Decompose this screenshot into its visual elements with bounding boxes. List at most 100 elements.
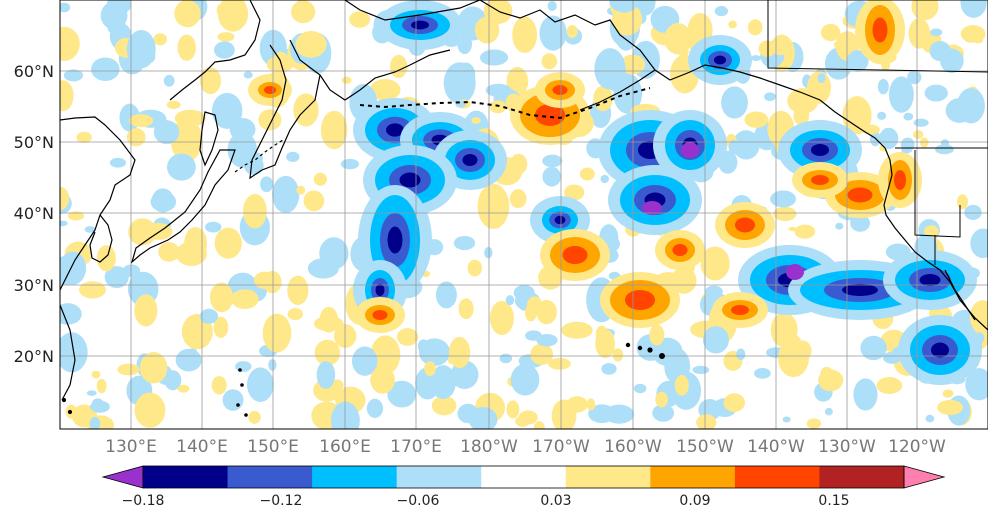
negative-speckle <box>89 416 101 429</box>
strong-negative-anomaly <box>554 215 566 225</box>
positive-speckle <box>295 30 327 58</box>
positive-speckle <box>199 67 222 95</box>
negative-speckle <box>211 92 243 129</box>
negative-speckle <box>877 78 889 95</box>
positive-speckle <box>96 245 116 272</box>
colorbar-segment <box>481 466 567 488</box>
lon-label-160w: 160°W <box>604 437 662 457</box>
colorbar-segment <box>312 466 398 488</box>
lon-label-120w: 120°W <box>888 437 946 457</box>
positive-speckle <box>723 393 746 413</box>
lon-label-180w: 180°W <box>460 437 518 457</box>
korea-coast <box>89 214 113 263</box>
positive-speckle <box>126 128 146 147</box>
positive-speckle <box>78 281 106 299</box>
positive-speckle <box>541 53 558 70</box>
positive-speckle <box>177 384 190 393</box>
positive-speckle <box>579 167 595 181</box>
negative-speckle <box>960 0 987 18</box>
negative-speckle <box>60 2 71 13</box>
positive-speckle <box>820 366 833 381</box>
positive-speckle <box>696 414 717 429</box>
extreme-negative-anomaly <box>786 264 804 280</box>
positive-speckle <box>655 391 669 408</box>
colorbar-label-neg006: −0.06 <box>397 493 440 509</box>
positive-speckle <box>313 316 344 332</box>
positive-speckle <box>566 396 588 413</box>
extreme-negative-anomaly <box>642 201 662 215</box>
positive-speckle <box>820 23 841 42</box>
negative-speckle <box>60 251 87 285</box>
strong-positive-anomaly <box>535 104 565 126</box>
positive-speckle <box>561 321 593 339</box>
negative-speckle <box>513 284 535 301</box>
negative-speckle <box>415 367 441 400</box>
positive-speckle <box>175 241 207 267</box>
positive-speckle <box>876 376 903 394</box>
lat-label-40: 40°N <box>14 204 54 223</box>
coastlines <box>60 0 988 417</box>
strong-negative-anomaly <box>462 154 478 166</box>
negative-speckle <box>86 390 97 396</box>
colorbar-extend-max <box>903 465 946 489</box>
negative-speckle <box>764 92 776 102</box>
lon-label-150e: 150°E <box>247 437 299 457</box>
positive-speckle <box>474 16 500 44</box>
negative-speckle <box>272 175 300 214</box>
baja-coast <box>944 269 976 321</box>
negative-speckle <box>907 70 922 85</box>
positive-speckle <box>937 399 963 416</box>
negative-speckle <box>60 303 82 325</box>
colorbar-extend-min <box>101 465 144 489</box>
positive-speckle <box>76 131 92 143</box>
positive-speckle <box>467 259 482 277</box>
colorbar-label-015: 0.15 <box>818 493 849 509</box>
strong-positive-anomaly <box>552 85 568 95</box>
positive-speckle <box>447 356 459 365</box>
positive-speckle <box>787 88 819 114</box>
strong-negative-anomaly <box>387 226 403 254</box>
negative-speckle <box>214 41 235 59</box>
positive-speckle <box>788 226 797 232</box>
positive-speckle <box>303 190 325 212</box>
colorbar-segment <box>819 466 905 488</box>
negative-speckle <box>652 404 675 422</box>
negative-speckle <box>879 127 899 150</box>
positive-speckle <box>128 114 154 128</box>
map-panel <box>60 0 988 429</box>
colorbar-label-neg012: −0.12 <box>260 493 303 509</box>
lon-label-130w: 130°W <box>818 437 876 457</box>
negative-speckle <box>106 0 132 14</box>
lat-label-30: 30°N <box>14 276 54 295</box>
positive-speckle <box>593 85 613 112</box>
positive-speckle <box>424 361 436 377</box>
positive-speckle <box>369 79 401 101</box>
positive-speckle <box>509 189 527 209</box>
negative-speckle <box>900 137 915 152</box>
colorbar-segment <box>227 466 313 488</box>
negative-speckle <box>268 359 277 371</box>
negative-speckle <box>728 139 740 155</box>
colorbar-label-009: 0.09 <box>679 493 710 509</box>
aleutian-islands <box>359 87 651 120</box>
negative-speckle <box>479 49 509 66</box>
positive-speckle <box>524 303 537 322</box>
positive-speckle <box>533 421 545 429</box>
negative-speckle <box>835 222 844 230</box>
positive-speckle <box>248 410 261 424</box>
colorbar <box>101 465 946 489</box>
positive-speckle <box>471 117 481 124</box>
lon-label-150w: 150°W <box>676 437 734 457</box>
negative-speckle <box>443 62 476 104</box>
negative-speckle <box>435 281 457 309</box>
positive-speckle <box>253 271 275 289</box>
positive-speckle <box>489 100 507 114</box>
positive-speckle <box>564 184 585 201</box>
strong-positive-anomaly <box>872 17 888 43</box>
negative-speckle <box>63 69 84 82</box>
positive-speckle <box>806 418 822 429</box>
positive-speckle <box>174 109 206 127</box>
negative-speckle <box>945 98 974 123</box>
positive-speckle <box>211 376 227 395</box>
